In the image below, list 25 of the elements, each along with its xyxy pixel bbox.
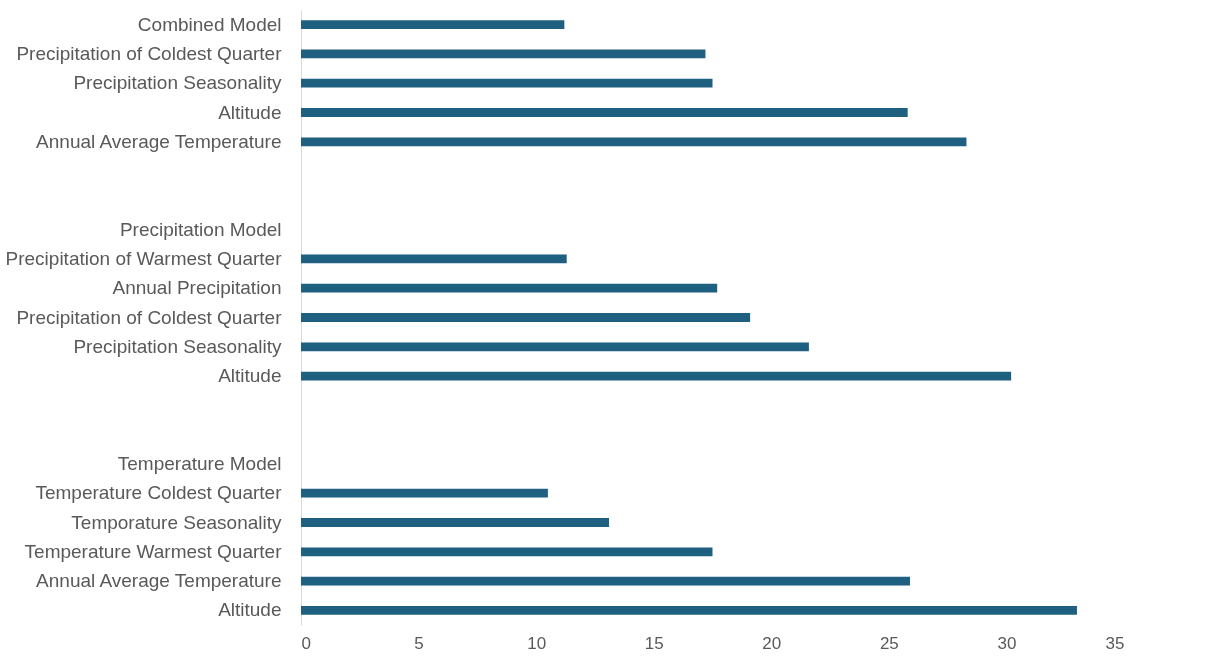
y-tick-label: Precipitation of Coldest Quarter <box>16 42 283 64</box>
x-tick-label: 0 <box>301 633 311 653</box>
x-tick-label: 35 <box>1105 633 1125 653</box>
x-tick-label: 5 <box>414 633 424 653</box>
y-tick-label: Precipitation Seasonality <box>73 335 282 357</box>
y-tick-label: Altitude <box>218 365 282 387</box>
x-tick-label: 10 <box>527 633 547 653</box>
x-tick-label: 20 <box>762 633 782 653</box>
y-tick-label: Annual Average Temperature <box>36 130 282 152</box>
y-tick-label: Temperature Coldest Quarter <box>35 482 283 504</box>
y-tick-label: Temperature Model <box>117 452 282 474</box>
y-tick-label: Precipitation of Coldest Quarter <box>16 306 283 328</box>
y-tick-label: Annual Precipitation <box>112 277 282 299</box>
y-tick-label: Temperature Warmest Quarter <box>24 540 283 562</box>
y-tick-label: Precipitation Seasonality <box>73 72 282 94</box>
y-tick-label: Altitude <box>218 599 282 621</box>
y-tick-label: Precipitation Model <box>119 218 282 240</box>
x-tick-label: 30 <box>997 633 1017 653</box>
y-tick-label: Annual Average Temperature <box>36 570 282 592</box>
y-tick-label: Precipitation of Warmest Quarter <box>5 247 283 269</box>
y-tick-label: Temporature Seasonality <box>71 511 282 533</box>
y-tick-label: Combined Model <box>137 13 282 35</box>
y-tick-label: Altitude <box>218 101 282 123</box>
x-tick-label: 25 <box>879 633 899 653</box>
x-tick-label: 15 <box>644 633 664 653</box>
